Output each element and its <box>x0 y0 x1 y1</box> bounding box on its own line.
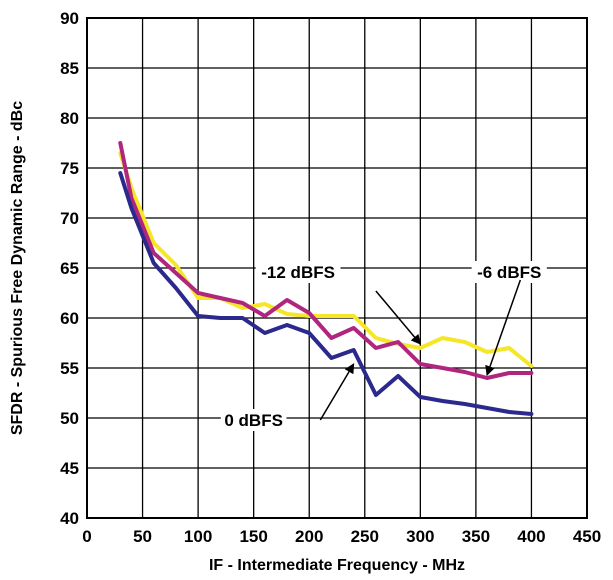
x-tick-label: 0 <box>82 527 91 546</box>
series-line <box>118 151 534 368</box>
annotation-label-bg <box>220 409 287 431</box>
x-tick-label: 450 <box>573 527 601 546</box>
annotation-arrow <box>485 279 522 376</box>
annotation-arrow <box>375 290 421 345</box>
y-tick-label: 50 <box>60 409 79 428</box>
x-tick-label: 250 <box>351 527 379 546</box>
annotation-label-bg <box>255 261 341 283</box>
annotation-label-bg <box>471 261 547 283</box>
y-tick-label: 80 <box>60 109 79 128</box>
annotation-label: -12 dBFS <box>261 263 335 282</box>
y-tick-label: 65 <box>60 259 79 278</box>
annotations: -12 dBFS -6 dBFS 0 dBFS <box>220 261 547 431</box>
series-line <box>118 141 534 380</box>
y-tick-label: 90 <box>60 9 79 28</box>
tick-labels: 0 50 100 150 200 250 300 350 400 450 40 45 50 55 60 65 7… <box>60 9 601 546</box>
x-tick-label: 350 <box>462 527 490 546</box>
x-axis-title: IF - Intermediate Frequency - MHz <box>209 557 465 574</box>
series-line <box>118 171 534 416</box>
y-tick-label: 55 <box>60 359 79 378</box>
series-lines <box>118 141 534 416</box>
annotation-label: -6 dBFS <box>477 263 541 282</box>
x-tick-label: 300 <box>406 527 434 546</box>
y-axis-title: SFDR - Spurious Free Dynamic Range - dBc <box>9 101 26 435</box>
annotation-arrow <box>319 363 355 421</box>
x-tick-label: 150 <box>239 527 267 546</box>
annotation-label: 0 dBFS <box>224 411 283 430</box>
y-tick-label: 60 <box>60 309 79 328</box>
y-tick-label: 70 <box>60 209 79 228</box>
y-tick-label: 45 <box>60 459 79 478</box>
y-tick-label: 75 <box>60 159 79 178</box>
x-tick-label: 50 <box>133 527 152 546</box>
x-tick-label: 100 <box>184 527 212 546</box>
x-tick-label: 200 <box>295 527 323 546</box>
y-tick-label: 40 <box>60 509 79 528</box>
plot-frame <box>86 17 588 519</box>
y-tick-label: 85 <box>60 59 79 78</box>
x-tick-label: 400 <box>517 527 545 546</box>
